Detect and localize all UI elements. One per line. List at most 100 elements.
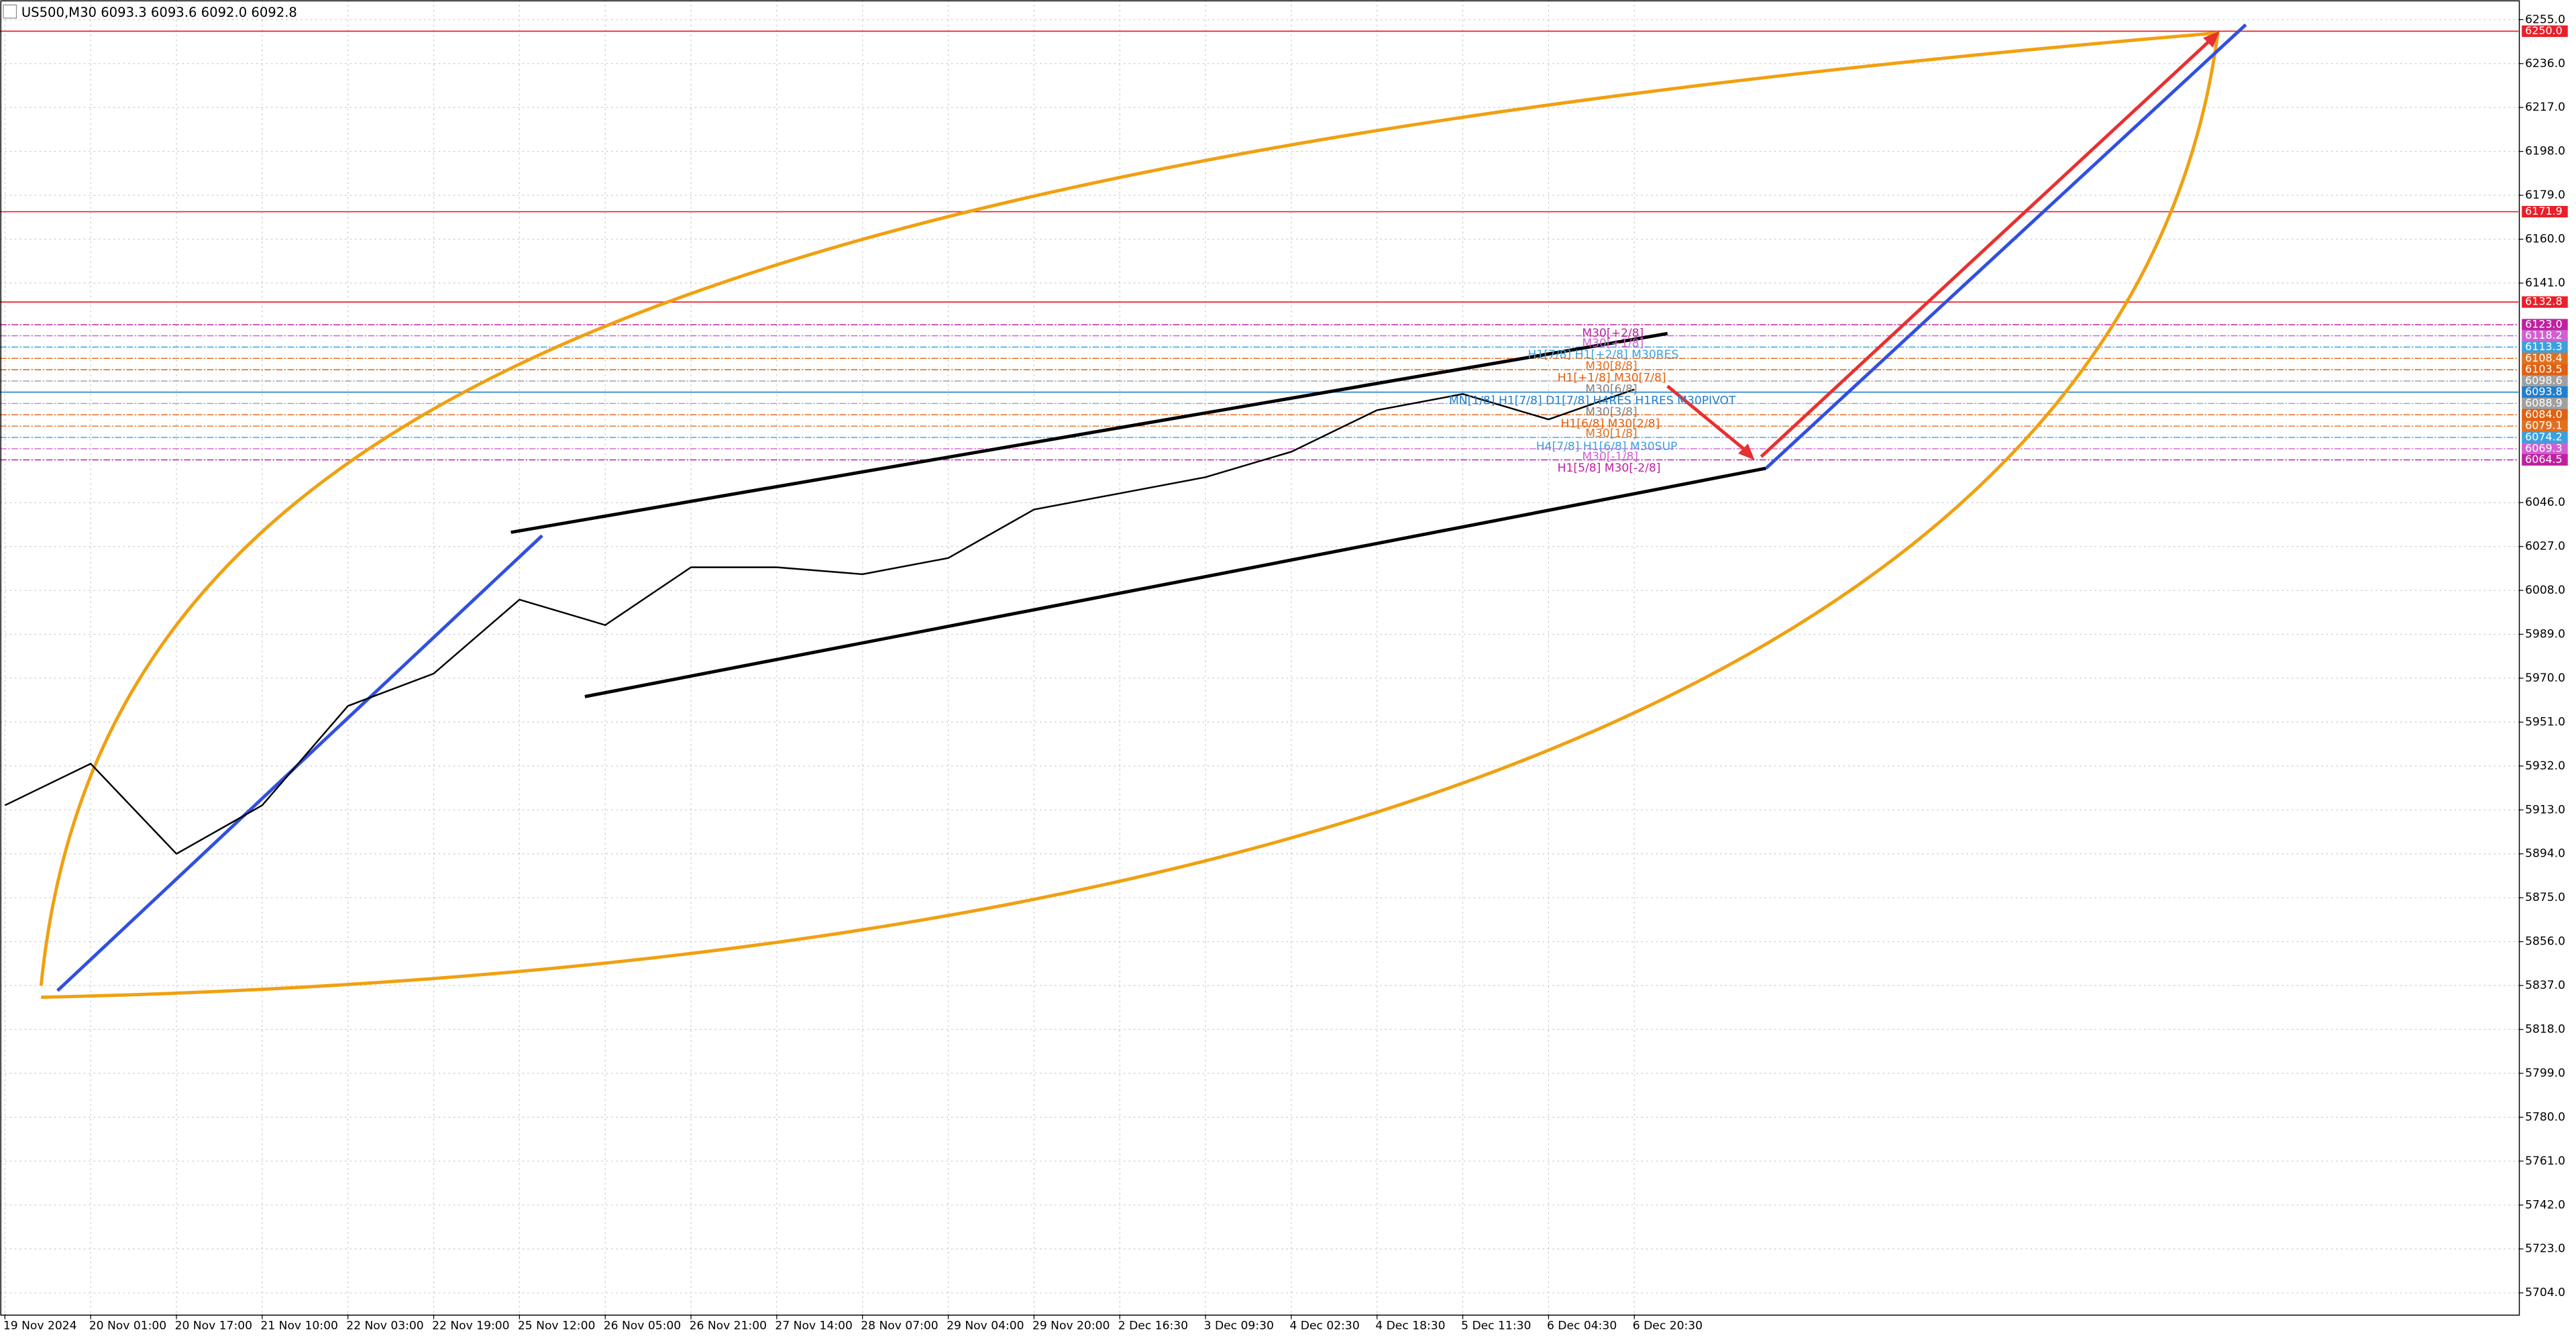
y-tick-label: 5970.0 [2525,672,2565,685]
arrow [1760,35,2216,458]
x-tick-label: 3 Dec 09:30 [1204,1319,1274,1332]
level-tag [2522,420,2568,432]
level-tag [2522,397,2568,410]
level-tag [2522,329,2568,342]
y-tick-label: 6217.0 [2525,101,2565,114]
y-tick-label: 5932.0 [2525,759,2565,773]
y-tick-label: 5799.0 [2525,1067,2565,1080]
level-tag [2522,352,2568,364]
plot-frame [0,0,2520,1316]
y-tick-label: 5875.0 [2525,891,2565,904]
annotation: MN[1/8] H1[7/8] D1[7/8] H4RES H1RES M30P… [1449,394,1736,408]
annotation: M30[8/8] [1585,360,1637,373]
y-tick-label: 5704.0 [2525,1286,2565,1299]
level-label: 6171.9 [2525,205,2563,217]
level-label: 6123.0 [2525,317,2563,330]
level-tag [2522,375,2568,387]
annotations: M30[+2/8] M30[+1/8] H1[7/8] H1[+2/8] M30… [1449,327,1736,475]
level-tag [2522,431,2568,443]
y-tick-label: 6008.0 [2525,584,2565,597]
level-label: 6074.2 [2525,431,2563,443]
level-tag [2522,319,2568,331]
y-tick-label: 5818.0 [2525,1023,2565,1036]
annotation: H1[7/8] H1[+2/8] M30RES [1528,348,1679,362]
y-tick-label: 6027.0 [2525,540,2565,553]
level-tag [2522,25,2568,38]
annotation: H1[+1/8] M30[7/8] [1558,371,1666,384]
chart-title: US500,M30 6093.3 6093.6 6092.0 6092.8 [21,5,297,20]
level-tag [2522,386,2568,398]
channel-lower [584,466,1767,698]
annotation: M30[3/8] [1585,406,1637,419]
y-tick-label: 6046.0 [2525,496,2565,509]
y-tick-label: 5951.0 [2525,715,2565,729]
x-tick-label: 22 Nov 03:00 [346,1319,423,1332]
price [4,388,1635,855]
x-tick-label: 29 Nov 20:00 [1032,1319,1110,1332]
y-tick-label: 6236.0 [2525,57,2565,70]
annotation: M30[+1/8] [1582,337,1644,350]
arc-lower [41,32,2220,1000]
channel-upper [511,331,1668,534]
level-label: 6084.0 [2525,408,2563,421]
x-tick-label: 19 Nov 2024 [3,1319,77,1332]
y-tick-label: 5723.0 [2525,1242,2565,1256]
arrow-head [1738,443,1755,460]
x-tick-label: 27 Nov 14:00 [775,1319,852,1332]
arrow-head [2203,31,2220,48]
price-line [4,388,1635,855]
level-tag [2522,443,2568,455]
level-label: 6098.6 [2525,374,2563,387]
y-tick-label: 6179.0 [2525,189,2565,202]
y-tick-label: 5837.0 [2525,979,2565,992]
levels [0,30,2519,461]
y-tick-label: 5894.0 [2525,847,2565,861]
annotation: M30[-1/8] [1582,450,1638,464]
trend-line [1764,23,2247,470]
level-label: 6132.8 [2525,295,2563,308]
level-tag [2522,453,2568,466]
level-label: 6088.9 [2525,396,2563,409]
level-label: 6069.3 [2525,441,2563,454]
x-tick-label: 21 Nov 10:00 [260,1319,337,1332]
level-tag [2522,364,2568,376]
level-label: 6103.5 [2525,363,2563,376]
level-label: 6118.2 [2525,329,2563,341]
y-tick-label: 6141.0 [2525,276,2565,290]
x-tick-label: 22 Nov 19:00 [432,1319,509,1332]
y-tick-label: 5742.0 [2525,1198,2565,1212]
annotation: M30[1/8] [1585,427,1637,441]
y-tick-label: 5989.0 [2525,628,2565,641]
x-tick-label: 6 Dec 04:30 [1547,1319,1617,1332]
x-tick-label: 6 Dec 20:30 [1633,1319,1703,1332]
menu-icon [3,4,17,19]
y-tick-label: 5913.0 [2525,803,2565,816]
level-label: 6079.1 [2525,419,2563,432]
x-tick-label: 2 Dec 16:30 [1118,1319,1188,1332]
price-axis [2518,0,2576,1339]
level-label: 6250.0 [2525,24,2563,37]
annotation: M30[6/8] [1585,382,1637,396]
trend-line [56,534,543,992]
level-tag [2522,296,2568,308]
x-tick-label: 4 Dec 18:30 [1375,1319,1445,1332]
level-tag [2522,409,2568,421]
level-label: 6113.3 [2525,340,2563,353]
y-tick-label: 6160.0 [2525,233,2565,246]
drawings [39,23,2247,1000]
level-label: 6064.5 [2525,453,2563,466]
x-tick-label: 4 Dec 02:30 [1289,1319,1359,1332]
x-tick-label: 29 Nov 04:00 [947,1319,1024,1332]
x-tick-label: 26 Nov 21:00 [690,1319,767,1332]
arrow [1666,384,1753,457]
annotation: H4[7/8] H1[6/8] M30SUP [1536,440,1678,453]
x-tick-label: 28 Nov 07:00 [861,1319,938,1332]
annotation: H1[5/8] M30[-2/8] [1558,462,1661,475]
x-tick-label: 20 Nov 17:00 [175,1319,252,1332]
y-tick-label: 6198.0 [2525,145,2565,158]
level-tag [2522,341,2568,353]
y-tick-label: 5856.0 [2525,935,2565,949]
x-tick-label: 20 Nov 01:00 [89,1319,166,1332]
